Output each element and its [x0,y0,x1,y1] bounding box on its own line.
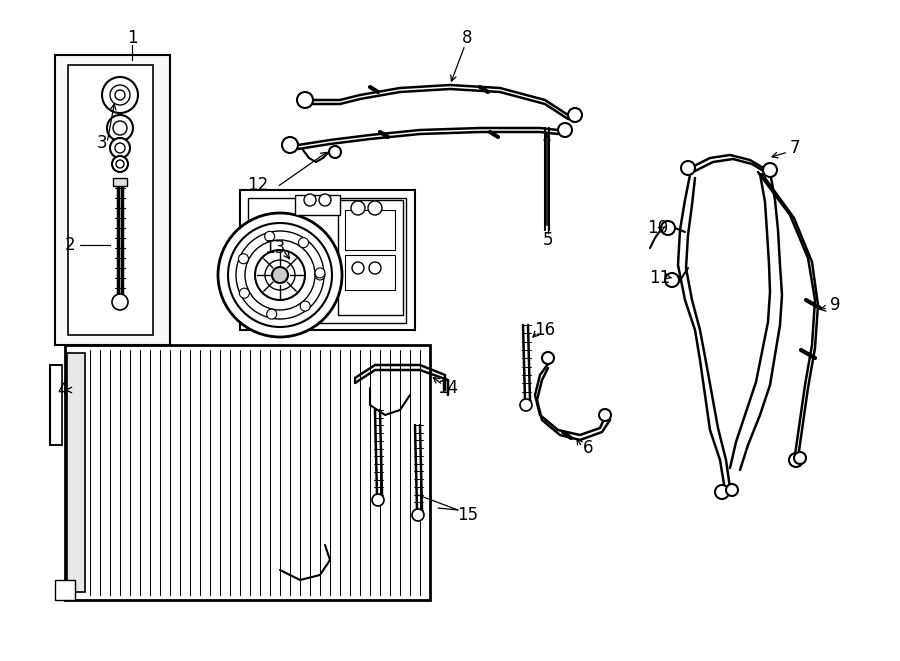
Circle shape [115,143,125,153]
Circle shape [255,250,305,300]
Bar [295,195,340,215]
Text: 2: 2 [65,236,76,254]
Circle shape [297,92,313,108]
Text: 1: 1 [127,29,138,47]
Circle shape [568,108,582,122]
Circle shape [265,260,295,290]
Circle shape [238,254,248,264]
Circle shape [369,262,381,274]
Text: 10: 10 [647,219,669,237]
Text: 7: 7 [790,139,800,157]
Circle shape [112,156,128,172]
Text: 15: 15 [457,506,479,524]
Circle shape [112,294,128,310]
Circle shape [789,453,803,467]
Circle shape [245,240,315,310]
Text: 11: 11 [650,269,670,287]
Text: 9: 9 [830,296,841,314]
Circle shape [351,201,365,215]
Circle shape [715,485,729,499]
Bar [65,345,430,600]
Bar [67,353,85,592]
Circle shape [265,231,274,241]
Circle shape [794,452,806,464]
Circle shape [102,77,138,113]
Text: 12: 12 [248,176,268,194]
Circle shape [272,267,288,283]
Bar [55,55,170,345]
Circle shape [299,238,309,248]
Circle shape [599,409,611,421]
Circle shape [665,273,679,287]
Circle shape [542,352,554,364]
Circle shape [368,201,382,215]
Circle shape [228,223,332,327]
Circle shape [661,221,675,235]
Circle shape [520,399,532,411]
Bar [113,178,127,186]
Circle shape [236,231,324,319]
Text: 5: 5 [543,231,553,249]
Circle shape [107,115,133,141]
Circle shape [110,85,130,105]
Text: 6: 6 [583,439,593,457]
Circle shape [681,161,695,175]
Circle shape [218,213,342,337]
Text: 3: 3 [96,134,107,152]
Circle shape [352,262,364,274]
Circle shape [239,288,249,298]
Circle shape [412,509,424,521]
Circle shape [115,90,125,100]
Text: 8: 8 [462,29,472,47]
Circle shape [116,160,124,168]
Circle shape [315,268,325,278]
Circle shape [763,163,777,177]
Circle shape [315,270,325,280]
Bar [68,65,153,335]
Circle shape [113,121,127,135]
Circle shape [282,137,298,153]
Circle shape [301,301,310,311]
Bar [50,365,62,445]
Bar [345,210,395,250]
Bar [240,190,415,330]
Circle shape [558,123,572,137]
Text: 4: 4 [57,381,68,399]
Bar [345,255,395,290]
Circle shape [319,194,331,206]
Circle shape [726,484,738,496]
Circle shape [372,494,384,506]
Circle shape [110,138,130,158]
Circle shape [304,194,316,206]
Bar [55,580,75,600]
Text: 16: 16 [535,321,555,339]
Text: 14: 14 [437,379,459,397]
Bar [248,198,406,323]
Circle shape [266,309,276,319]
Circle shape [329,146,341,158]
Bar [338,200,403,315]
Text: 13: 13 [265,239,285,257]
